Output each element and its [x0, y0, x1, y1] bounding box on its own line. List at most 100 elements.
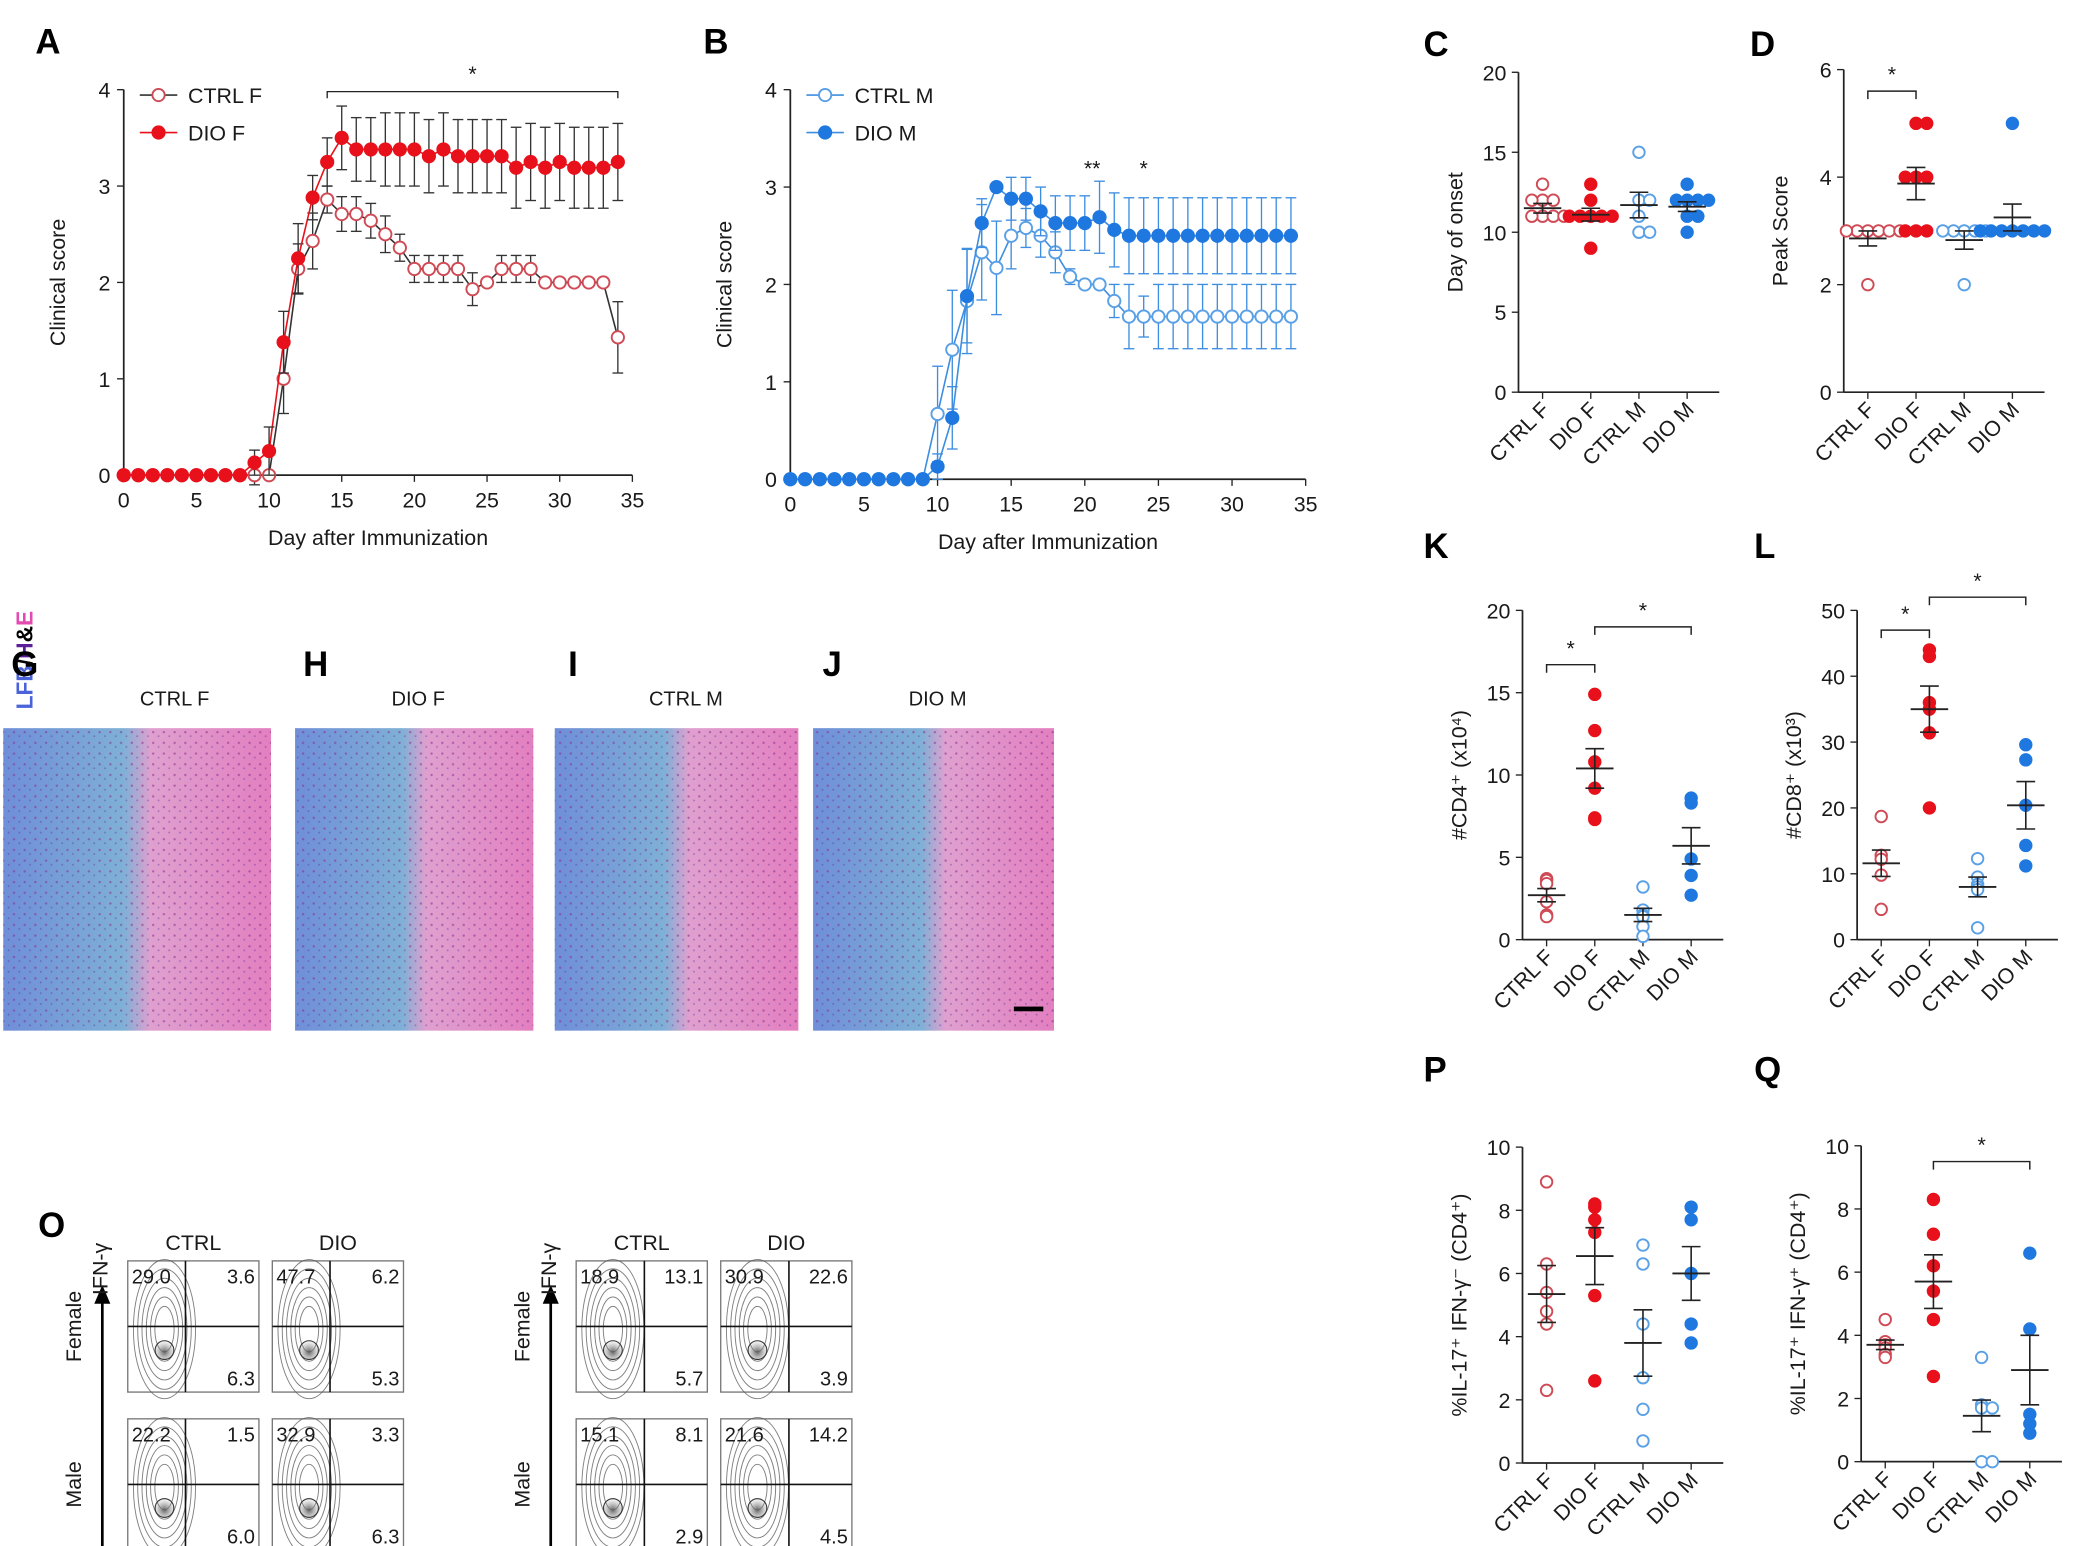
y-axis-label: Clinical score	[46, 219, 70, 346]
x-category-label: DIO M	[1642, 945, 1703, 1006]
data-point	[1605, 209, 1619, 223]
significance-label: *	[1977, 1133, 1985, 1157]
data-point	[1546, 193, 1560, 207]
data-point	[1861, 277, 1875, 292]
data-point	[334, 130, 349, 145]
data-point	[610, 154, 625, 170]
panel-letter: L	[1754, 527, 1775, 566]
y-axis-label: #CD8⁺ (x10³)	[1782, 711, 1806, 839]
flow-plot: 18.9 13.1 5.7	[575, 1259, 709, 1400]
panel-letter: Q	[1754, 1051, 1781, 1090]
contour-line	[598, 1296, 628, 1362]
data-point	[509, 160, 524, 175]
data-point	[334, 206, 349, 222]
data-point	[1684, 888, 1698, 902]
contour-line	[277, 1417, 341, 1546]
data-point	[1588, 1213, 1602, 1227]
contour-line	[294, 1296, 324, 1362]
panel-letter: B	[703, 23, 728, 62]
data-point	[479, 275, 495, 290]
data-point	[581, 160, 596, 175]
quadrant-lr-value: 6.0	[227, 1526, 255, 1546]
contour-line	[137, 1268, 192, 1390]
data-point	[1684, 796, 1698, 810]
data-point	[436, 261, 451, 277]
contour-line	[738, 1445, 777, 1530]
histology-panel-j: J DIO M	[813, 645, 1055, 1031]
contour-line	[730, 1426, 785, 1546]
chart-b-clinical-score-male: B 0 1 2 3 4 0 5 10 15 20 25 30 35 Day after Immunizati…	[703, 23, 1317, 554]
data-point	[552, 275, 567, 290]
data-point	[1269, 309, 1284, 324]
data-point	[842, 472, 857, 487]
legend-label: CTRL M	[855, 84, 934, 108]
data-point	[465, 282, 480, 297]
x-category-label: DIO M	[1638, 397, 1699, 458]
data-point	[1684, 1336, 1698, 1350]
data-point	[1684, 868, 1698, 883]
y-tick-label: 10	[1483, 221, 1507, 245]
data-point	[1077, 215, 1092, 231]
quadrant-ur-value: 13.1	[664, 1267, 703, 1289]
x-tick-label: 20	[402, 488, 426, 512]
stain-label-part: /	[12, 658, 38, 665]
contour-line	[290, 1287, 328, 1372]
x-category-label: CTRL F	[1823, 945, 1892, 1014]
histology-texture	[3, 728, 271, 1031]
contour-line	[743, 1296, 772, 1362]
data-point	[232, 468, 248, 483]
contour-line	[132, 1259, 197, 1400]
data-point	[930, 406, 945, 422]
significance-star: *	[1140, 156, 1148, 180]
quadrant-lr-value: 3.9	[820, 1368, 848, 1390]
data-point	[1092, 210, 1107, 225]
data-point	[1239, 228, 1254, 243]
x-category-label: DIO M	[1977, 945, 2038, 1006]
data-point	[436, 142, 451, 157]
data-point	[305, 190, 320, 205]
data-point	[1920, 116, 1934, 131]
x-tick-label: 35	[1294, 492, 1318, 516]
y-tick-label: 10	[1487, 1136, 1511, 1160]
data-point	[1636, 1402, 1650, 1417]
histology-texture	[813, 728, 1055, 1031]
data-point	[1970, 851, 1985, 866]
legend-marker	[151, 87, 166, 103]
data-point	[421, 261, 437, 277]
data-point	[1136, 228, 1151, 243]
flow-plot: 15.1 8.1 2.9	[575, 1417, 709, 1546]
legend-label: DIO M	[855, 122, 917, 146]
flow-plot: 29.0 3.6 6.3	[127, 1259, 260, 1400]
histology-texture	[554, 728, 799, 1031]
data-point	[494, 261, 509, 277]
y-tick-label: 20	[1487, 599, 1511, 623]
data-point	[189, 468, 204, 483]
significance-label: *	[1888, 63, 1896, 87]
data-point	[1269, 228, 1284, 243]
y-tick-label: 3	[765, 176, 777, 200]
histology-title: CTRL F	[140, 688, 209, 710]
data-point	[930, 459, 945, 474]
data-point	[1062, 215, 1078, 231]
contour-line	[150, 1454, 179, 1520]
flow-row-label: Female	[62, 1291, 86, 1362]
data-point	[1920, 170, 1934, 184]
contour-core	[747, 1498, 768, 1518]
data-point	[1254, 309, 1269, 324]
data-point	[1642, 193, 1657, 207]
y-axis-label: #CD4⁺ (x10⁴)	[1447, 710, 1471, 840]
data-point	[596, 275, 611, 290]
x-tick-label: 25	[475, 488, 499, 512]
data-point	[1254, 228, 1269, 243]
data-point	[160, 468, 175, 483]
y-tick-label: 2	[98, 271, 110, 295]
data-point	[392, 240, 407, 255]
data-point	[1936, 224, 1950, 238]
data-point	[1210, 309, 1225, 324]
contour-line	[738, 1287, 777, 1372]
contour-line	[132, 1417, 196, 1546]
flow-plot: 21.6 14.2 4.5	[720, 1417, 853, 1546]
y-tick-label: 4	[98, 79, 110, 103]
data-point	[305, 233, 320, 249]
data-point	[1985, 1454, 2000, 1469]
